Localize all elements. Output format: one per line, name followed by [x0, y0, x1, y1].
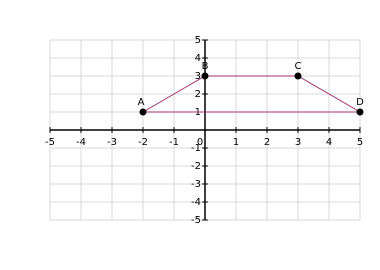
x-tick-label: -4 [76, 137, 86, 148]
point [139, 108, 147, 116]
y-tick-label: -1 [191, 143, 201, 154]
x-tick-label: -3 [107, 137, 117, 148]
y-tick-label: 3 [195, 71, 201, 82]
x-tick-label: 5 [357, 137, 363, 148]
point-label: B [202, 61, 209, 72]
x-tick-label: -1 [169, 137, 179, 148]
x-tick-label: 3 [295, 137, 301, 148]
x-tick-label: 0 [197, 137, 203, 148]
point-label: C [295, 61, 302, 72]
y-tick-label: -5 [191, 215, 201, 226]
y-tick-label: 4 [195, 53, 201, 64]
point-label: A [138, 97, 145, 108]
y-tick-label: -2 [191, 161, 201, 172]
x-tick-label: 1 [233, 137, 239, 148]
point [294, 72, 302, 80]
y-tick-label: -3 [191, 179, 201, 190]
x-tick-label: -2 [138, 137, 148, 148]
y-tick-label: 5 [195, 35, 201, 46]
y-tick-label: -4 [191, 197, 201, 208]
point [201, 72, 209, 80]
x-tick-label: 4 [326, 137, 332, 148]
x-tick-label: 2 [264, 137, 270, 148]
x-tick-label: -5 [45, 137, 55, 148]
point [356, 108, 364, 116]
point-label: D [356, 97, 364, 108]
y-tick-label: 2 [195, 89, 201, 100]
